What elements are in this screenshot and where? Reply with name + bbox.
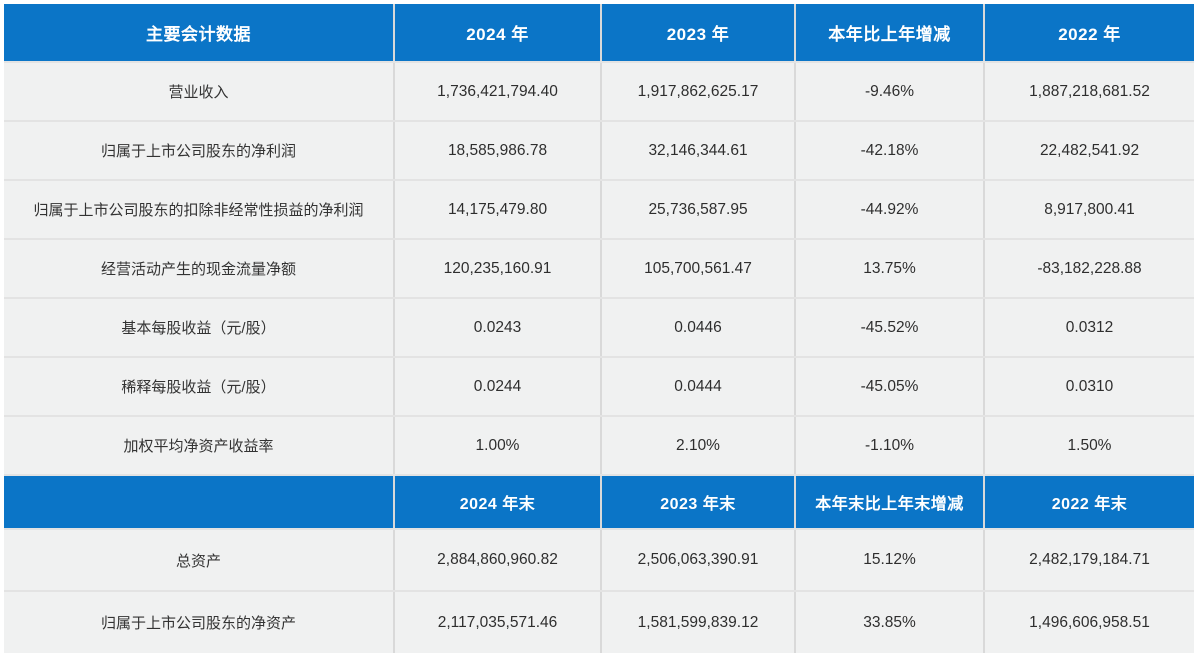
table-row-net-profit-excl-nonrecurring: 归属于上市公司股东的扣除非经常性损益的净利润 14,175,479.80 25,… <box>4 180 1194 240</box>
header-yoy-change: 本年比上年增减 <box>795 4 985 63</box>
header-end-2022: 2022 年末 <box>984 475 1194 530</box>
header-end-2024: 2024 年末 <box>394 475 602 530</box>
value-2022: 8,917,800.41 <box>984 180 1194 240</box>
row-label: 总资产 <box>4 529 395 592</box>
value-2023: 2,506,063,390.91 <box>601 529 796 592</box>
header-end-2023: 2023 年末 <box>601 475 796 530</box>
value-change: 33.85% <box>795 591 985 653</box>
value-2024: 18,585,986.78 <box>394 121 602 181</box>
value-2024: 2,884,860,960.82 <box>394 529 602 592</box>
row-label: 归属于上市公司股东的净利润 <box>4 121 395 181</box>
header-year-2022: 2022 年 <box>984 4 1194 63</box>
value-2023: 0.0444 <box>601 357 796 417</box>
value-change: -44.92% <box>795 180 985 240</box>
header-year-2023: 2023 年 <box>601 4 796 63</box>
table-row-weighted-avg-roe: 加权平均净资产收益率 1.00% 2.10% -1.10% 1.50% <box>4 416 1194 476</box>
value-2022: 1,887,218,681.52 <box>984 62 1194 122</box>
value-change: -1.10% <box>795 416 985 476</box>
value-2022: 1.50% <box>984 416 1194 476</box>
table-row-basic-eps: 基本每股收益（元/股） 0.0243 0.0446 -45.52% 0.0312 <box>4 298 1194 358</box>
annual-header-row: 主要会计数据 2024 年 2023 年 本年比上年增减 2022 年 <box>4 4 1194 63</box>
value-2022: 1,496,606,958.51 <box>984 591 1194 653</box>
table-row-operating-cash-flow: 经营活动产生的现金流量净额 120,235,160.91 105,700,561… <box>4 239 1194 299</box>
value-2024: 120,235,160.91 <box>394 239 602 299</box>
value-2023: 0.0446 <box>601 298 796 358</box>
value-2024: 1,736,421,794.40 <box>394 62 602 122</box>
row-label: 归属于上市公司股东的扣除非经常性损益的净利润 <box>4 180 395 240</box>
row-label: 经营活动产生的现金流量净额 <box>4 239 395 299</box>
row-label: 营业收入 <box>4 62 395 122</box>
value-2024: 14,175,479.80 <box>394 180 602 240</box>
value-2024: 0.0244 <box>394 357 602 417</box>
table-row-diluted-eps: 稀释每股收益（元/股） 0.0244 0.0444 -45.05% 0.0310 <box>4 357 1194 417</box>
row-label: 加权平均净资产收益率 <box>4 416 395 476</box>
value-change: -9.46% <box>795 62 985 122</box>
value-2022: -83,182,228.88 <box>984 239 1194 299</box>
row-label: 稀释每股收益（元/股） <box>4 357 395 417</box>
header-eoy-change: 本年末比上年末增减 <box>795 475 985 530</box>
value-2024: 0.0243 <box>394 298 602 358</box>
value-2022: 2,482,179,184.71 <box>984 529 1194 592</box>
table-row-net-assets: 归属于上市公司股东的净资产 2,117,035,571.46 1,581,599… <box>4 591 1194 653</box>
header-year-2024: 2024 年 <box>394 4 602 63</box>
value-2023: 25,736,587.95 <box>601 180 796 240</box>
value-2024: 2,117,035,571.46 <box>394 591 602 653</box>
value-2023: 1,917,862,625.17 <box>601 62 796 122</box>
value-change: 13.75% <box>795 239 985 299</box>
row-label: 基本每股收益（元/股） <box>4 298 395 358</box>
table-row-total-assets: 总资产 2,884,860,960.82 2,506,063,390.91 15… <box>4 529 1194 592</box>
key-accounting-data-table: 主要会计数据 2024 年 2023 年 本年比上年增减 2022 年 营业收入… <box>4 4 1194 653</box>
table-row-net-profit: 归属于上市公司股东的净利润 18,585,986.78 32,146,344.6… <box>4 121 1194 181</box>
value-2023: 1,581,599,839.12 <box>601 591 796 653</box>
value-2022: 0.0310 <box>984 357 1194 417</box>
end-of-year-header-row: 2024 年末 2023 年末 本年末比上年末增减 2022 年末 <box>4 475 1194 530</box>
value-2024: 1.00% <box>394 416 602 476</box>
row-label: 归属于上市公司股东的净资产 <box>4 591 395 653</box>
value-2023: 2.10% <box>601 416 796 476</box>
value-2023: 105,700,561.47 <box>601 239 796 299</box>
table-row-revenue: 营业收入 1,736,421,794.40 1,917,862,625.17 -… <box>4 62 1194 122</box>
header-main-indicator: 主要会计数据 <box>4 4 395 63</box>
value-2022: 22,482,541.92 <box>984 121 1194 181</box>
value-change: -45.52% <box>795 298 985 358</box>
value-change: -45.05% <box>795 357 985 417</box>
header-empty <box>4 475 395 530</box>
value-change: 15.12% <box>795 529 985 592</box>
value-2022: 0.0312 <box>984 298 1194 358</box>
value-change: -42.18% <box>795 121 985 181</box>
value-2023: 32,146,344.61 <box>601 121 796 181</box>
